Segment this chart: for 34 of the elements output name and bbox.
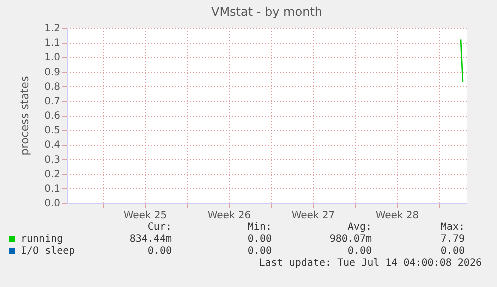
text: 0.00 bbox=[148, 246, 172, 257]
y-tick-label: 0.6 bbox=[44, 111, 60, 122]
y-tick-label: 0.2 bbox=[44, 169, 60, 180]
text: Avg: bbox=[348, 222, 372, 233]
text: 0.00 bbox=[440, 246, 465, 257]
y-tick-label: 1.1 bbox=[44, 38, 60, 50]
x-tick-label: Week 25 bbox=[124, 210, 168, 222]
y-tick-label: 0.8 bbox=[44, 82, 60, 93]
y-tick-label: 0.4 bbox=[44, 140, 60, 152]
x-tick-label: Week 28 bbox=[376, 210, 420, 222]
x-tick-label: Week 26 bbox=[208, 210, 252, 222]
y-tick-label: 0.0 bbox=[44, 198, 60, 210]
x-tick-label: Week 27 bbox=[292, 210, 336, 222]
y-tick-label: 0.3 bbox=[44, 154, 60, 166]
legend-label: running bbox=[21, 234, 64, 245]
text: 0.00 bbox=[248, 246, 272, 257]
text: 0.00 bbox=[348, 246, 372, 257]
y-tick-label: 0.9 bbox=[44, 67, 60, 78]
y-tick-label: 1.0 bbox=[44, 52, 60, 64]
text: Max: bbox=[440, 222, 465, 233]
chart-title: VMstat - by month bbox=[211, 5, 323, 19]
text: Min: bbox=[248, 222, 272, 233]
y-tick-label: 0.1 bbox=[44, 184, 60, 195]
legend-label: I/O sleep bbox=[21, 246, 76, 257]
text: 834.44m bbox=[130, 234, 172, 245]
text: Last update: Tue Jul 14 04:00:08 2026 bbox=[259, 258, 482, 269]
y-axis-title: process states bbox=[18, 76, 32, 156]
text: 980.07m bbox=[330, 234, 372, 245]
y-tick-label: 1.2 bbox=[44, 24, 60, 34]
y-tick-label: 0.5 bbox=[44, 126, 60, 137]
text: 0.00 bbox=[248, 234, 272, 245]
y-tick-label: 0.7 bbox=[44, 96, 60, 108]
text: 7.79 bbox=[440, 234, 465, 245]
text: Cur: bbox=[148, 222, 172, 233]
